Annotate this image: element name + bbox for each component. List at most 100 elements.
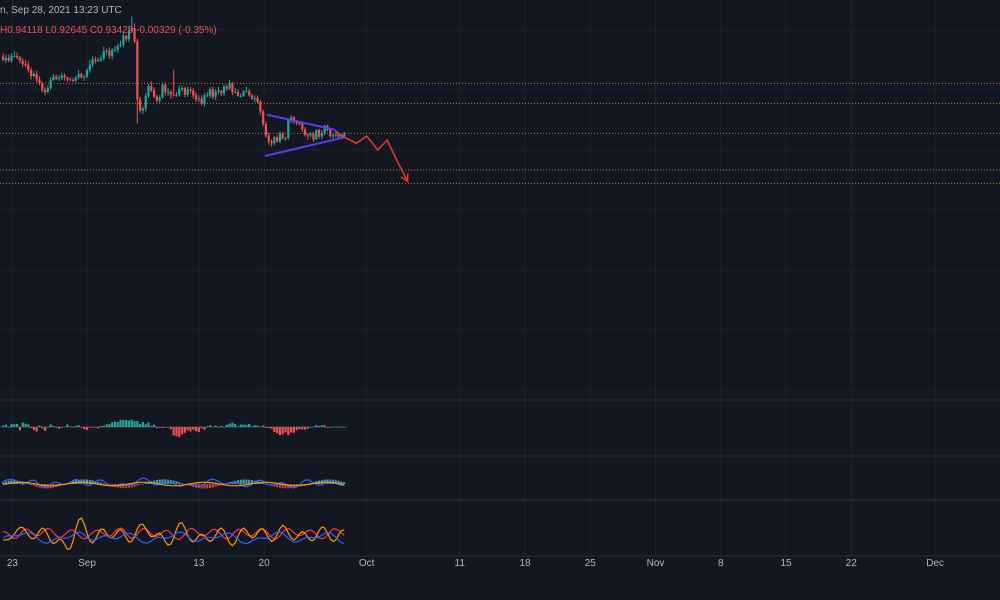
macd-bar <box>80 427 83 428</box>
macd-bar <box>113 421 117 427</box>
candle-body <box>262 111 265 124</box>
candle-body <box>153 90 156 97</box>
macd-bar <box>66 424 69 427</box>
candle-body <box>270 141 273 144</box>
candle-body <box>242 91 245 96</box>
oscillator-1-bar <box>158 479 161 484</box>
macd-bar <box>16 424 19 427</box>
oscillator-1-bar <box>167 479 170 484</box>
oscillator-1-bar <box>337 480 340 484</box>
macd-bar <box>200 427 203 429</box>
macd-bar <box>239 424 242 427</box>
candle-body <box>290 117 293 121</box>
macd-bar <box>220 425 223 427</box>
candle-body <box>35 74 38 80</box>
candle-body <box>222 86 226 94</box>
candle-body <box>220 90 223 94</box>
oscillator-1-bar <box>125 484 128 489</box>
candle-body <box>55 76 58 79</box>
macd-bar <box>186 427 189 431</box>
oscillator-1-bar <box>21 481 24 484</box>
oscillator-1-bar <box>38 484 41 488</box>
macd-bar <box>32 427 35 431</box>
candle-body <box>329 130 332 136</box>
candle-body <box>245 91 248 93</box>
macd-bar <box>122 420 125 427</box>
candle-body <box>102 51 105 59</box>
oscillator-1-bar <box>304 484 307 485</box>
oscillator-1-bar <box>284 484 287 489</box>
oscillator-1-bar <box>203 484 206 489</box>
oscillator-1-bar <box>278 484 281 488</box>
macd-bar <box>175 427 178 437</box>
candle-body <box>32 74 35 76</box>
oscillator-1-bar <box>105 484 108 485</box>
x-axis-tick-label: 25 <box>585 558 597 569</box>
candle-body <box>180 88 184 89</box>
oscillator-1-bar <box>44 484 47 489</box>
candle-body <box>41 83 44 90</box>
candle-body <box>214 92 217 97</box>
macd-bar <box>41 427 44 429</box>
candle-body <box>111 50 114 56</box>
macd-bar <box>105 424 108 427</box>
macd-bar <box>164 427 167 428</box>
macd-bar <box>133 421 136 427</box>
macd-bar <box>290 427 293 433</box>
candle-body <box>27 64 30 70</box>
macd-bar <box>55 427 58 428</box>
macd-bar <box>29 427 33 428</box>
candle-body <box>267 135 270 142</box>
candle-body <box>337 134 340 137</box>
candle-body <box>211 89 214 97</box>
macd-bar <box>169 427 172 430</box>
macd-bar <box>248 423 251 427</box>
candle-body <box>200 98 203 104</box>
macd-histogram <box>0 419 348 438</box>
macd-bar <box>278 427 282 436</box>
candle-body <box>2 56 5 60</box>
macd-bar <box>21 422 24 427</box>
macd-bar <box>323 425 326 427</box>
candle-body <box>334 134 337 136</box>
candle-body <box>343 134 346 137</box>
candle-body <box>60 75 63 78</box>
oscillator-1-bar <box>139 484 142 485</box>
oscillator-1-bar <box>217 484 220 487</box>
candle-body <box>287 120 290 138</box>
oscillator-1-bar <box>181 483 184 484</box>
oscillator-1-bar <box>27 483 30 485</box>
ohlc-readout: H0.94118 L0.92645 C0.93429 -0.00329 (-0.… <box>0 25 217 36</box>
candle-body <box>301 124 304 130</box>
candle-body <box>69 79 72 81</box>
oscillator-1-bar <box>97 481 100 484</box>
oscillator-1-bar <box>122 484 125 489</box>
oscillator-1-bar <box>102 483 105 485</box>
macd-bar <box>315 425 318 427</box>
candle-body <box>295 122 298 123</box>
x-axis-tick-label: 23 <box>7 558 19 569</box>
macd-bar <box>71 427 75 428</box>
ohlc-close: C0.93429 <box>89 25 134 36</box>
candle-body <box>315 130 318 140</box>
candle-body <box>264 124 268 136</box>
oscillator-1-bar <box>340 481 343 484</box>
projection-arrowhead <box>400 173 409 183</box>
oscillator-1-bar <box>119 484 122 489</box>
macd-bar <box>111 422 114 427</box>
candle-body <box>228 83 231 89</box>
macd-bar <box>136 420 139 427</box>
x-axis-tick-label: 8 <box>718 558 724 569</box>
macd-bar <box>99 426 103 427</box>
candle-body <box>281 133 284 138</box>
macd-bar <box>211 426 214 428</box>
oscillator-1-bar <box>4 481 7 484</box>
oscillator-1-bar <box>250 480 253 484</box>
candle-body <box>150 86 153 91</box>
oscillator-1-bar <box>264 484 267 485</box>
candle-body <box>225 86 228 89</box>
macd-bar <box>337 427 340 428</box>
candle-body <box>43 90 47 92</box>
